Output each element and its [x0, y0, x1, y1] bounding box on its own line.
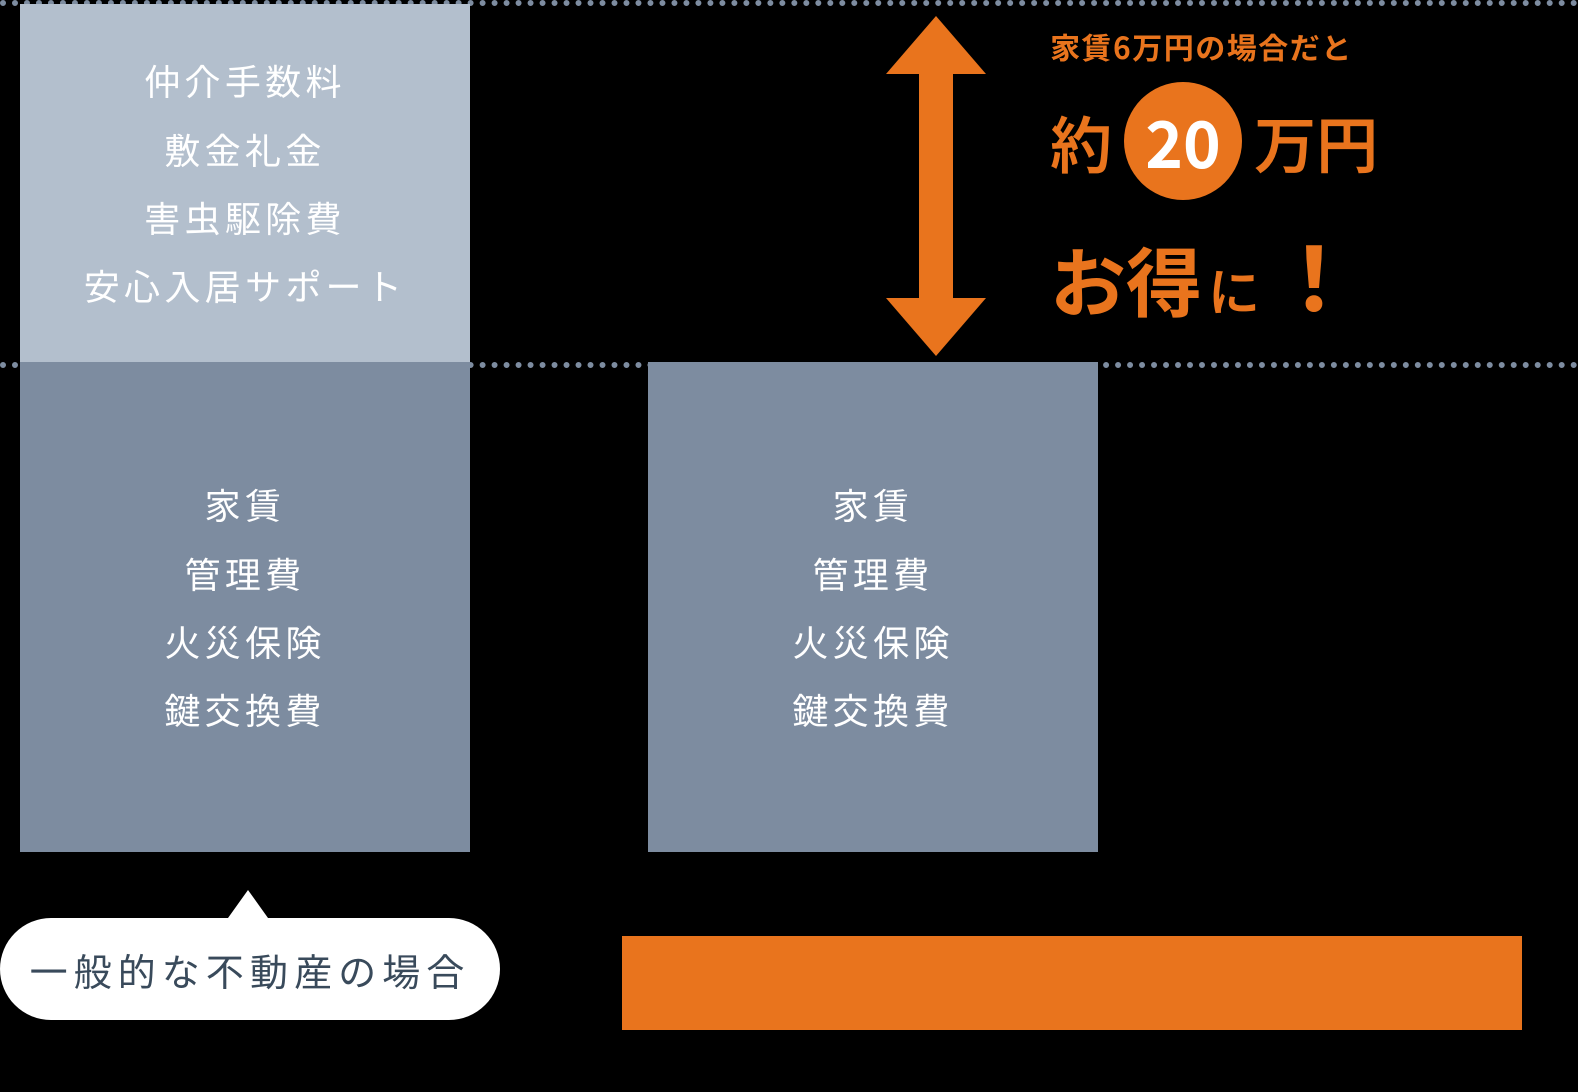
right-bottom-item: 鍵交換費	[792, 675, 953, 743]
arrow-up-icon	[886, 16, 986, 74]
callout-amount-badge: 20	[1124, 82, 1242, 200]
left-bottom-item: 管理費	[185, 539, 306, 607]
callout-subline: 家賃6万円の場合だと	[1050, 24, 1378, 68]
left-top-item: 仲介手数料	[144, 46, 346, 114]
right-bottom-item: 管理費	[813, 539, 934, 607]
right-bottom-item: 家賃	[833, 470, 914, 538]
callout-ni: に	[1208, 251, 1260, 326]
left-bottom-block: 家賃 管理費 火災保険 鍵交換費	[20, 362, 470, 852]
left-top-item: 害虫駆除費	[144, 183, 346, 251]
arrow-bar	[919, 74, 953, 298]
right-bottom-block: 家賃 管理費 火災保険 鍵交換費	[648, 362, 1098, 852]
left-bottom-item: 鍵交換費	[164, 675, 325, 743]
right-bottom-item: 火災保険	[792, 607, 953, 675]
left-bottom-item: 火災保険	[164, 607, 325, 675]
callout-approx: 約	[1050, 96, 1112, 186]
left-top-block: 仲介手数料 敷金礼金 害虫駆除費 安心入居サポート	[20, 4, 470, 362]
left-label-text: 一般的な不動産の場合	[30, 942, 471, 997]
left-top-item: 敷金礼金	[164, 115, 325, 183]
left-label-pill: 一般的な不動産の場合	[0, 918, 500, 1020]
pill-pointer-icon	[228, 890, 268, 918]
left-top-item: 安心入居サポート	[84, 251, 407, 319]
arrow-down-icon	[886, 298, 986, 356]
callout-otoku: お得	[1050, 223, 1202, 333]
callout-unit: 万円	[1254, 96, 1378, 186]
right-label-bar	[622, 936, 1522, 1030]
left-bottom-item: 家賃	[205, 470, 286, 538]
savings-callout: 家賃6万円の場合だと 約 20 万円 お得 に ！	[1050, 24, 1378, 337]
callout-exclamation-icon: ！	[1270, 210, 1358, 337]
